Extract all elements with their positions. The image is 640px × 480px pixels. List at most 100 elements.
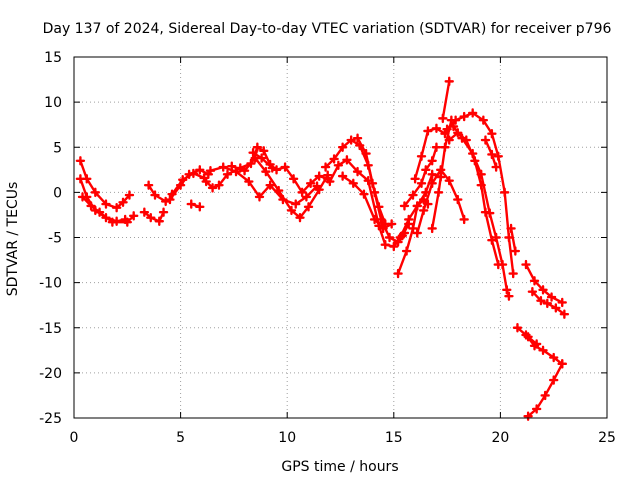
data-point [359, 189, 369, 199]
data-series-3 [139, 207, 169, 226]
data-point [504, 291, 514, 301]
data-point [427, 223, 437, 234]
x-tick-label: 5 [176, 430, 185, 446]
data-series-15 [352, 133, 390, 229]
data-point [239, 166, 250, 176]
data-point [325, 176, 335, 187]
data-point [288, 174, 299, 184]
data-point [389, 241, 399, 252]
data-point [195, 165, 205, 175]
data-point [214, 180, 224, 190]
data-point [491, 162, 501, 172]
data-point [512, 323, 523, 333]
data-series-2 [77, 192, 139, 227]
data-point [404, 214, 414, 225]
data-point [150, 190, 160, 200]
data-point [549, 352, 559, 363]
data-point [546, 292, 557, 302]
data-point [244, 176, 254, 187]
data-point [523, 411, 533, 421]
data-point [487, 129, 497, 139]
data-point [531, 339, 542, 349]
data-point [536, 295, 546, 306]
data-point [222, 169, 233, 180]
data-point [337, 142, 348, 152]
data-point [459, 214, 469, 225]
data-point [374, 202, 384, 212]
data-point [559, 309, 570, 319]
series-trace [441, 80, 451, 120]
x-tick-label: 0 [70, 430, 79, 446]
data-series-9 [205, 162, 322, 209]
series-trace [147, 184, 167, 203]
data-point [416, 178, 427, 189]
data-point [124, 190, 135, 200]
data-point [329, 154, 339, 164]
data-point [508, 268, 518, 279]
data-point [342, 155, 352, 165]
data-series-21 [427, 115, 457, 234]
data-point [122, 217, 132, 227]
data-point [303, 202, 314, 212]
data-series-25 [480, 135, 501, 172]
data-point [399, 201, 410, 211]
data-point [421, 165, 431, 175]
data-point [531, 404, 542, 414]
data-point [227, 161, 237, 171]
data-point [478, 115, 489, 125]
data-point [408, 223, 418, 234]
data-point [286, 205, 297, 216]
data-point [502, 285, 512, 295]
y-axis-label: SDTVAR / TECUs [5, 182, 21, 297]
data-point [158, 207, 169, 217]
series-trace [205, 146, 329, 194]
data-point [485, 208, 495, 218]
data-point [431, 123, 442, 133]
data-point [261, 166, 271, 177]
series-trace [209, 165, 319, 206]
data-series-13 [325, 155, 414, 252]
data-point [506, 223, 516, 234]
data-point [410, 174, 420, 184]
data-point [90, 187, 101, 198]
data-point [111, 203, 122, 213]
data-point [444, 76, 454, 87]
y-tick-label: 10 [44, 95, 62, 111]
data-series-32 [438, 76, 454, 124]
data-point [380, 240, 390, 250]
data-point [146, 212, 156, 223]
data-series-31 [523, 359, 567, 421]
data-point [195, 202, 205, 212]
x-tick-label: 10 [278, 430, 296, 446]
data-point [457, 133, 467, 143]
data-point [201, 176, 211, 187]
data-point [453, 194, 463, 205]
data-series-11 [248, 147, 277, 173]
data-point [267, 163, 277, 173]
data-point [433, 187, 444, 198]
y-tick-label: -20 [39, 366, 62, 382]
data-point [295, 212, 305, 223]
chart-title: Day 137 of 2024, Sidereal Day-to-day VTE… [43, 21, 612, 37]
data-point [314, 171, 324, 181]
data-point [418, 205, 429, 216]
data-point [527, 286, 538, 297]
y-tick-label: -10 [39, 276, 62, 292]
data-point [444, 135, 454, 145]
data-point [75, 174, 86, 184]
data-point [154, 216, 164, 226]
grid-lines [74, 57, 607, 418]
y-tick-label: -5 [48, 231, 62, 247]
data-point [493, 151, 503, 161]
data-point [101, 199, 111, 209]
data-point [401, 246, 412, 256]
data-series-20 [410, 123, 450, 184]
y-tick-label: -25 [39, 411, 62, 427]
data-point [408, 190, 418, 200]
data-point [427, 178, 437, 189]
data-point [438, 113, 448, 124]
data-point [265, 180, 275, 190]
data-point [551, 303, 561, 313]
data-point [440, 142, 450, 152]
x-axis-label: GPS time / hours [281, 459, 398, 475]
